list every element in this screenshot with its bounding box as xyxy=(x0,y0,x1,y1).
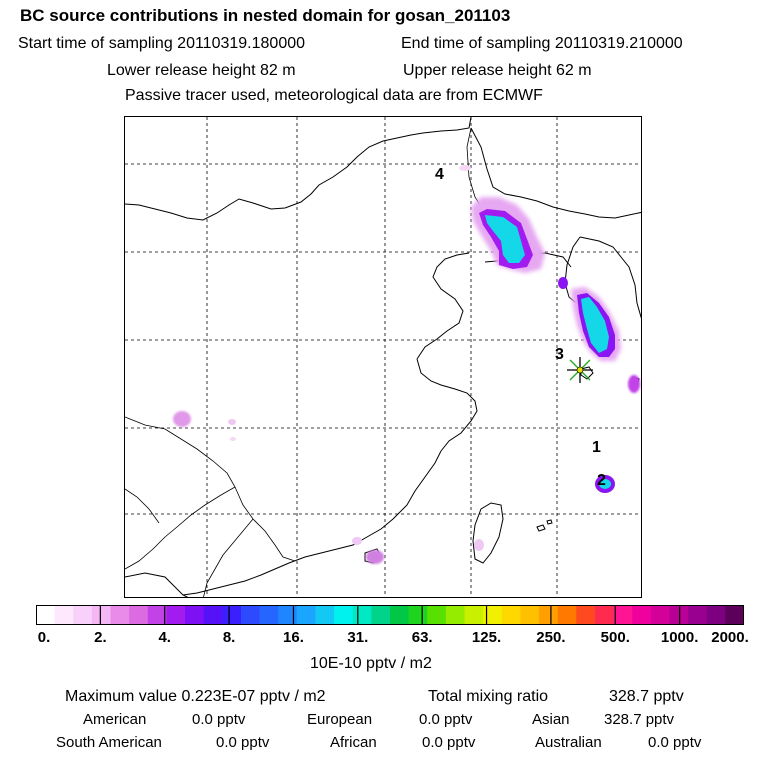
colorbar-frame xyxy=(36,605,744,625)
colorbar-tick-label: 0. xyxy=(37,629,51,646)
tracer-info-line: Passive tracer used, meteorological data… xyxy=(125,87,543,104)
site-label-1: 1 xyxy=(592,439,601,456)
plume-west xyxy=(173,411,191,427)
european-value: 0.0 pptv xyxy=(419,711,473,728)
coastline xyxy=(125,117,641,597)
colorbar-swatch xyxy=(408,605,428,625)
colorbar-swatch xyxy=(129,605,149,625)
colorbar-swatch xyxy=(352,605,372,625)
colorbar-swatch xyxy=(688,605,708,625)
colorbar-swatch xyxy=(427,605,447,625)
colorbar-swatch xyxy=(166,605,186,625)
colorbar-swatch xyxy=(725,605,744,625)
colorbar-tick-label: 8. xyxy=(222,629,236,646)
map-panel: 4 3 1 2 xyxy=(124,116,642,598)
colorbar-tick-label: 250. xyxy=(536,629,566,646)
colorbar-swatch xyxy=(315,605,335,625)
colorbar-tick-label: 500. xyxy=(600,629,630,646)
start-time-label: Start time of sampling 20110319.180000 xyxy=(18,35,306,52)
colorbar-swatch xyxy=(73,605,93,625)
colorbar-swatch xyxy=(278,605,298,625)
map-svg: 4 3 1 2 xyxy=(125,117,641,597)
plume-contours xyxy=(173,165,640,564)
plume-west-2 xyxy=(228,419,236,425)
african-value: 0.0 pptv xyxy=(422,734,476,751)
colorbar-tick-label: 125. xyxy=(471,629,502,646)
european-label: European xyxy=(307,711,373,728)
american-label: American xyxy=(83,711,147,728)
colorbar-swatch xyxy=(539,605,559,625)
asian-value: 328.7 pptv xyxy=(604,711,675,728)
total-mixing-value: 328.7 pptv xyxy=(609,688,684,705)
colorbar-swatch xyxy=(501,605,521,625)
total-mixing-label: Total mixing ratio xyxy=(428,688,549,705)
colorbar-tick-label: 16. xyxy=(283,629,304,646)
asian-label: Asian xyxy=(532,711,570,728)
african-label: African xyxy=(330,734,377,751)
colorbar-tick-label: 2. xyxy=(94,629,107,646)
colorbar-swatch xyxy=(613,605,633,625)
colorbar-swatch xyxy=(54,605,74,625)
american-value: 0.0 pptv xyxy=(192,711,246,728)
colorbar-swatch xyxy=(240,605,261,625)
colorbar-swatch xyxy=(632,605,652,625)
plume-southwest-2 xyxy=(352,537,362,545)
plume-small-2 xyxy=(628,375,640,393)
colorbar-tick-label: 4. xyxy=(158,629,171,646)
site-label-4: 4 xyxy=(435,166,444,183)
max-value-label: Maximum value 0.223E-07 pptv / m2 xyxy=(65,688,326,705)
plume-taiwan xyxy=(474,539,484,551)
plume-small-1 xyxy=(558,277,568,289)
australian-label: Australian xyxy=(535,734,602,751)
colorbar xyxy=(36,605,744,625)
colorbar-swatch xyxy=(445,605,466,625)
end-time-label: End time of sampling 20110319.210000 xyxy=(401,35,683,52)
colorbar-tick-label: 31. xyxy=(347,629,369,646)
colorbar-swatch xyxy=(706,605,726,625)
plume-west-3 xyxy=(230,437,236,441)
colorbar-swatch xyxy=(520,605,540,625)
colorbar-swatch xyxy=(147,605,167,625)
colorbar-tick-label: 1000. xyxy=(660,629,699,646)
colorbar-swatch xyxy=(576,605,596,625)
colorbar-swatch xyxy=(222,605,242,625)
colorbar-swatch xyxy=(334,605,354,625)
colorbar-swatch xyxy=(296,605,316,625)
colorbar-tick-label: 2000. xyxy=(711,629,749,646)
colorbar-swatch xyxy=(390,605,410,625)
colorbar-swatch xyxy=(185,605,205,625)
colorbar-swatch xyxy=(91,605,112,625)
colorbar-swatch xyxy=(464,605,484,625)
chart-title: BC source contributions in nested domain… xyxy=(20,6,511,25)
plume-north-dot xyxy=(459,165,471,171)
lower-release-label: Lower release height 82 m xyxy=(107,62,296,79)
south-american-label: South American xyxy=(56,734,162,751)
colorbar-swatch xyxy=(483,605,503,625)
plume-southwest xyxy=(366,550,384,564)
colorbar-swatch xyxy=(36,605,56,625)
site-label-2: 2 xyxy=(597,472,606,489)
plume-south-center xyxy=(599,479,611,489)
site-label-3: 3 xyxy=(555,346,564,363)
grid-lines xyxy=(125,117,641,597)
colorbar-swatch xyxy=(110,605,130,625)
colorbar-tick-label: 63. xyxy=(411,629,433,646)
upper-release-label: Upper release height 62 m xyxy=(403,62,592,79)
colorbar-swatch xyxy=(594,605,615,625)
colorbar-swatch xyxy=(557,605,577,625)
colorbar-swatch xyxy=(371,605,391,625)
country-borders xyxy=(125,127,506,597)
colorbar-swatch xyxy=(203,605,223,625)
receptor-star xyxy=(567,357,593,383)
south-american-value: 0.0 pptv xyxy=(216,734,270,751)
colorbar-swatch xyxy=(650,605,670,625)
australian-value: 0.0 pptv xyxy=(648,734,702,751)
colorbar-units: 10E-10 pptv / m2 xyxy=(310,655,432,672)
colorbar-swatch xyxy=(669,605,689,625)
plume-north-center xyxy=(485,215,525,263)
colorbar-swatch xyxy=(259,605,279,625)
plume-korea-center xyxy=(581,297,609,353)
